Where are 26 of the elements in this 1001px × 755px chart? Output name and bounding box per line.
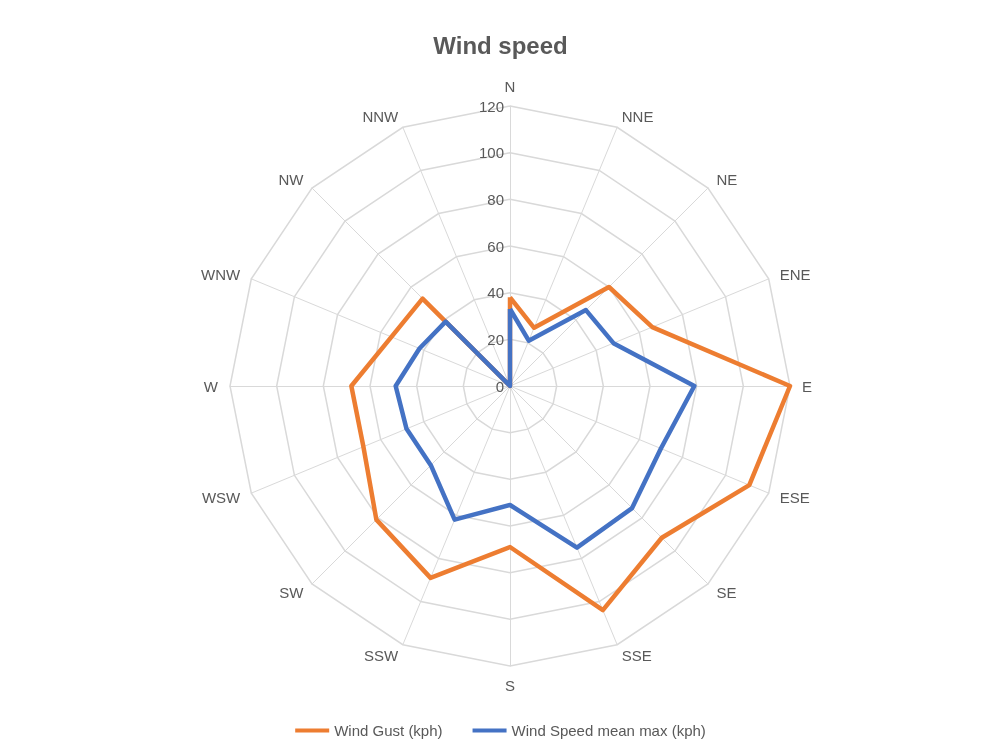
y-tick-label: 100 — [478, 144, 504, 162]
spoke-label: N — [504, 78, 516, 95]
spoke-label: NE — [716, 171, 738, 189]
spoke-label: SE — [716, 583, 737, 601]
y-tick-label: 40 — [487, 284, 504, 302]
y-tick-label: 120 — [478, 97, 504, 115]
y-tick-label: 80 — [487, 190, 504, 208]
legend-label: Wind Gust (kph) — [334, 722, 443, 739]
spoke-label: SSW — [364, 647, 400, 665]
spoke-label: NW — [278, 171, 305, 189]
spoke-label: WNW — [201, 265, 242, 283]
spoke-label: SW — [279, 583, 305, 601]
y-tick-label: 60 — [487, 237, 504, 255]
spoke-label: ESE — [779, 489, 810, 507]
y-tick-label: 0 — [495, 377, 504, 395]
spoke-label: W — [203, 377, 219, 395]
spoke-label: SSE — [621, 647, 652, 665]
y-tick-label: 20 — [487, 330, 504, 348]
chart-title: Wind speed — [433, 31, 568, 59]
spoke-label: S — [504, 677, 516, 694]
spoke-label: ENE — [779, 265, 811, 283]
spoke-label: NNE — [621, 107, 654, 125]
legend-label: Wind Speed mean max (kph) — [511, 722, 706, 739]
spoke-label: NNW — [362, 107, 400, 125]
spoke-label: WSW — [201, 489, 242, 507]
spoke-label: E — [802, 377, 813, 395]
